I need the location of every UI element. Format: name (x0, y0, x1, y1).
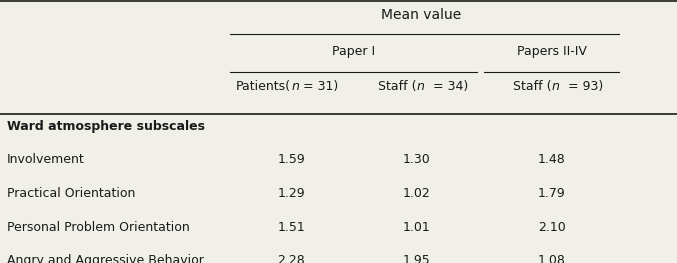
Text: Patients(: Patients( (236, 80, 291, 93)
Text: Ward atmosphere subscales: Ward atmosphere subscales (7, 120, 204, 133)
Text: = 93): = 93) (564, 80, 603, 93)
Text: = 31): = 31) (303, 80, 338, 93)
Text: Paper I: Paper I (332, 45, 375, 58)
Text: Mean value: Mean value (381, 8, 462, 22)
Text: 1.30: 1.30 (403, 153, 430, 166)
Text: Involvement: Involvement (7, 153, 85, 166)
Text: 1.95: 1.95 (403, 254, 430, 263)
Text: n: n (416, 80, 424, 93)
Text: Staff (: Staff ( (378, 80, 416, 93)
Text: 2.10: 2.10 (538, 221, 565, 234)
Text: Staff (: Staff ( (513, 80, 552, 93)
Text: 1.01: 1.01 (403, 221, 430, 234)
Text: 1.08: 1.08 (538, 254, 566, 263)
Text: Angry and Aggressive Behavior: Angry and Aggressive Behavior (7, 254, 204, 263)
Text: 1.29: 1.29 (278, 187, 305, 200)
Text: = 34): = 34) (429, 80, 468, 93)
Text: 2.28: 2.28 (278, 254, 305, 263)
Text: 1.02: 1.02 (403, 187, 430, 200)
Text: Papers II-IV: Papers II-IV (517, 45, 587, 58)
Text: Practical Orientation: Practical Orientation (7, 187, 135, 200)
Text: n: n (291, 80, 299, 93)
Text: 1.79: 1.79 (538, 187, 565, 200)
Text: Personal Problem Orientation: Personal Problem Orientation (7, 221, 190, 234)
Text: 1.59: 1.59 (278, 153, 305, 166)
Text: 1.48: 1.48 (538, 153, 565, 166)
Text: 1.51: 1.51 (278, 221, 305, 234)
Text: n: n (552, 80, 560, 93)
